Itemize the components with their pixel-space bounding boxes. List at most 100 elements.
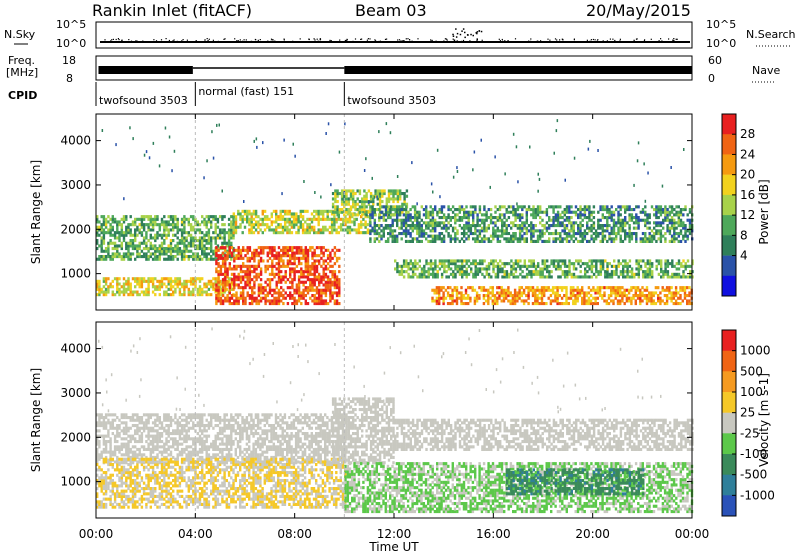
heatmap-cell: [603, 234, 607, 238]
heatmap-cell: [396, 210, 399, 214]
heatmap-cell: [248, 259, 252, 263]
heatmap-cell: [189, 249, 193, 253]
nsky-point: [675, 38, 677, 40]
heatmap-cell: [679, 210, 683, 214]
heatmap-cell: [218, 236, 222, 240]
heatmap-cell: [521, 264, 524, 268]
heatmap-cell: [297, 248, 301, 252]
heatmap-cell: [131, 293, 135, 297]
heatmap-cell: [489, 221, 493, 225]
heatmap-cell: [563, 272, 567, 276]
heatmap-cell: [324, 217, 327, 221]
heatmap-cell: [601, 237, 604, 241]
heatmap-cell: [96, 257, 99, 261]
heatmap-cell: [501, 226, 504, 230]
heatmap-cell: [429, 229, 432, 233]
heatmap-cell: [306, 264, 310, 268]
nsky-point: [530, 38, 532, 40]
heatmap-cell: [561, 216, 564, 220]
heatmap-cell: [100, 249, 103, 253]
heatmap-cell: [172, 247, 175, 251]
heatmap-cell: [324, 302, 328, 306]
heatmap-cell: [639, 218, 642, 222]
heatmap-cell: [440, 221, 444, 225]
heatmap-cell: [440, 208, 444, 212]
heatmap-cell: [203, 282, 206, 286]
heatmap-cell: [113, 277, 117, 281]
heatmap-cell: [284, 291, 287, 295]
heatmap-cell: [230, 302, 234, 306]
heatmap-cell: [147, 279, 150, 283]
heatmap-cell: [292, 212, 296, 216]
heatmap-cell: [320, 278, 323, 282]
heatmap-cell: [445, 275, 448, 279]
heatmap-cell: [227, 228, 231, 232]
heatmap-cell: [402, 270, 406, 274]
heatmap-cell: [154, 252, 157, 256]
heatmap-cell: [253, 299, 256, 303]
heatmap-cell: [253, 280, 256, 284]
heatmap-cell: [476, 262, 480, 266]
heatmap-cell: [364, 231, 367, 235]
scatter-echo: [171, 169, 173, 173]
heatmap-cell: [550, 205, 553, 209]
heatmap-cell: [420, 234, 423, 238]
heatmap-cell: [361, 208, 364, 212]
heatmap-cell: [539, 234, 542, 238]
heatmap-cell: [257, 254, 261, 258]
heatmap-cell: [681, 288, 684, 292]
heatmap-cell: [645, 288, 649, 292]
heatmap-cell: [483, 234, 486, 238]
heatmap-cell: [268, 264, 272, 268]
heatmap-cell: [651, 264, 654, 268]
heatmap-cell: [442, 294, 445, 298]
heatmap-cell: [113, 233, 117, 237]
heatmap-cell: [411, 239, 414, 243]
heatmap-cell: [496, 239, 499, 243]
heatmap-cell: [434, 272, 437, 276]
heatmap-cell: [648, 213, 651, 217]
heatmap-cell: [138, 241, 141, 245]
heatmap-cell: [401, 205, 404, 209]
heatmap-cell: [242, 288, 245, 292]
heatmap-cell: [154, 215, 157, 219]
heatmap-cell: [286, 217, 289, 221]
heatmap-cell: [626, 270, 629, 274]
heatmap-cell: [527, 224, 531, 228]
heatmap-cell: [509, 291, 512, 295]
nsky-point: [324, 41, 326, 43]
heatmap-cell: [239, 256, 243, 260]
heatmap-cell: [271, 267, 274, 271]
heatmap-cell: [154, 285, 157, 289]
heatmap-cell: [525, 294, 528, 298]
heatmap-cell: [601, 259, 605, 263]
heatmap-cell: [454, 275, 457, 279]
heatmap-cell: [465, 267, 468, 271]
heatmap-cell: [440, 205, 444, 209]
heatmap-cell: [616, 302, 620, 306]
heatmap-cell: [416, 237, 419, 241]
heatmap-cell: [401, 210, 404, 214]
heatmap-cell: [458, 291, 461, 295]
heatmap-cell: [331, 272, 334, 276]
heatmap-cell: [402, 232, 406, 236]
heatmap-cell: [539, 272, 542, 276]
heatmap-cell: [300, 267, 303, 271]
heatmap-cell: [142, 252, 146, 256]
heatmap-cell: [205, 239, 208, 243]
heatmap-cell: [684, 262, 687, 266]
heatmap-cell: [364, 220, 367, 224]
nsky-point: [504, 40, 506, 42]
heatmap-cell: [434, 259, 437, 263]
heatmap-cell: [487, 224, 490, 228]
heatmap-cell: [598, 291, 602, 295]
heatmap-cell: [496, 267, 500, 271]
heatmap-cell: [154, 247, 157, 251]
nsky-point: [118, 39, 120, 41]
heatmap-cell: [289, 254, 292, 258]
heatmap-cell: [498, 234, 502, 238]
heatmap-cell: [534, 288, 537, 292]
heatmap-cell: [682, 213, 685, 217]
heatmap-cell: [290, 231, 294, 235]
nsky-point: [136, 40, 138, 42]
